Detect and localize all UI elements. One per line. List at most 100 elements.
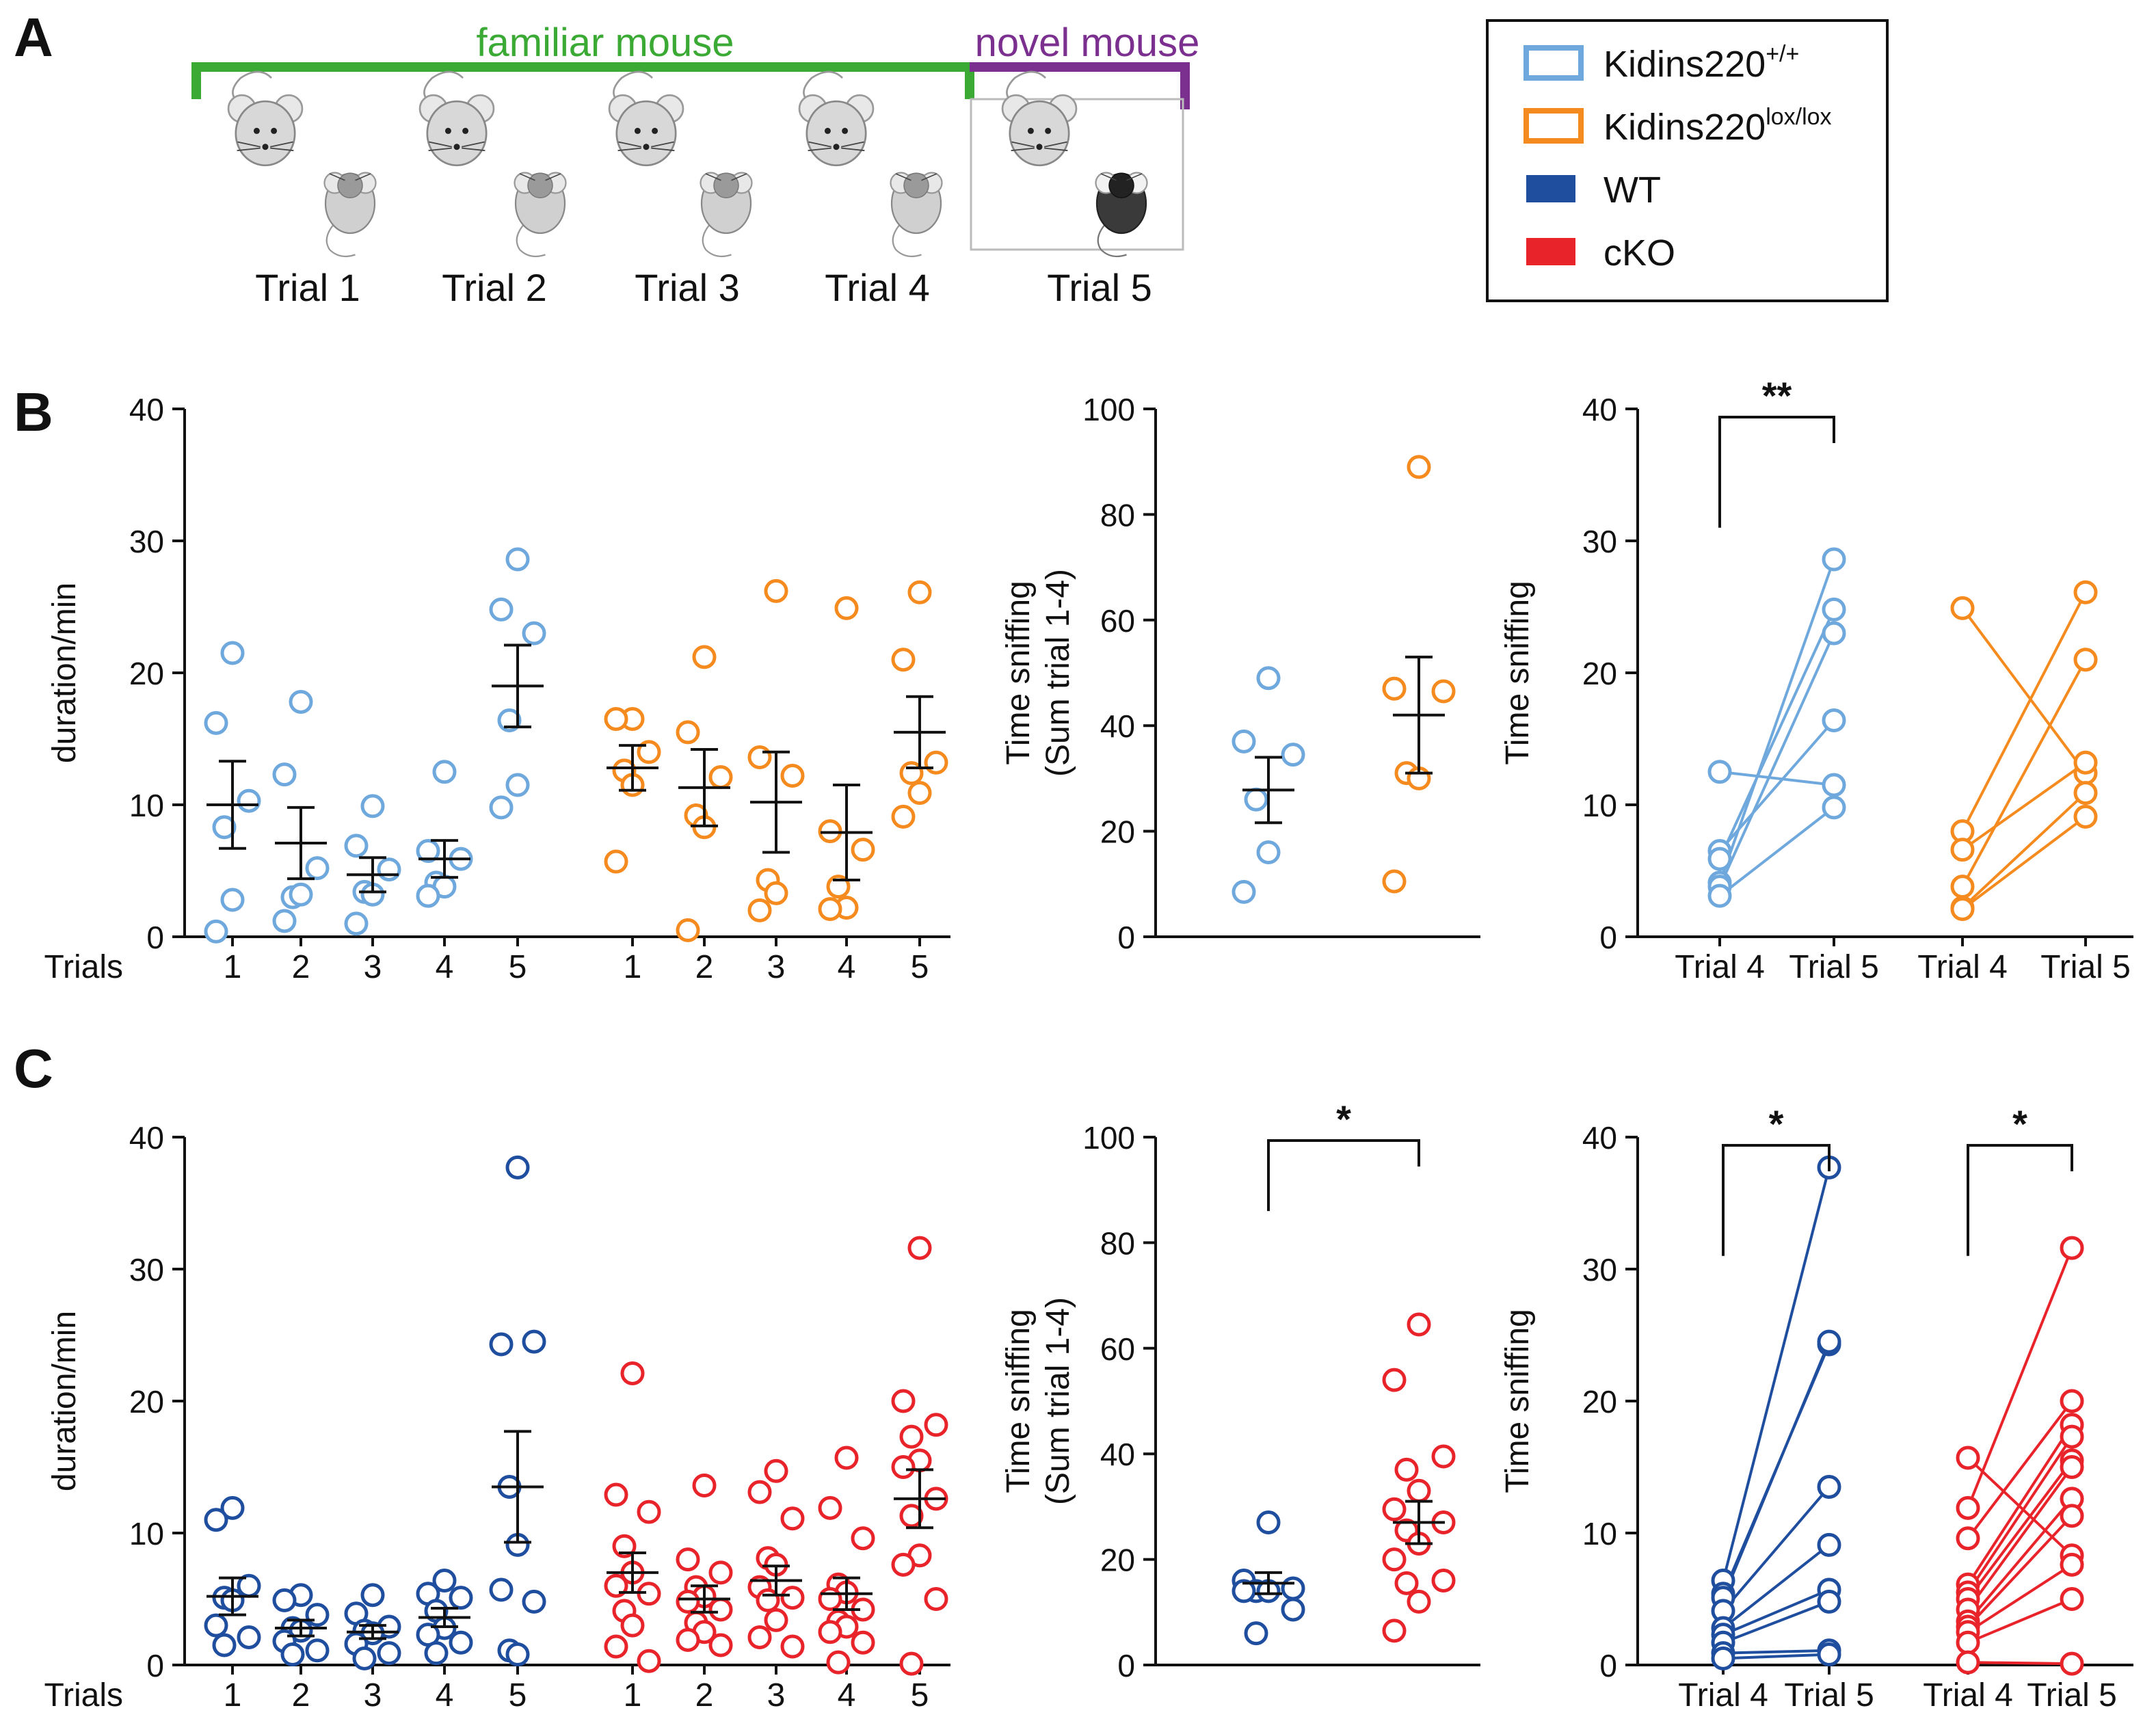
data-point xyxy=(891,804,916,829)
data-point xyxy=(676,1627,700,1652)
mouse-pair-trial3 xyxy=(608,70,753,258)
data-point xyxy=(780,1506,805,1531)
data-point xyxy=(851,1526,875,1551)
data-point xyxy=(676,1589,700,1614)
data-point xyxy=(204,710,228,735)
data-point xyxy=(1822,547,1846,572)
x-tick-label: Trial 4 xyxy=(1923,1677,2013,1714)
significance-label: * xyxy=(1769,1102,1784,1145)
data-point xyxy=(1822,708,1846,732)
data-point xyxy=(1407,455,1431,479)
chart-c2: 0 20 40 60 80 100 Time sniffing (Sum trial 1-4)… xyxy=(1000,1097,1480,1683)
data-point xyxy=(1232,729,1256,754)
data-point xyxy=(1817,1589,1841,1614)
data-point xyxy=(489,1332,514,1357)
legend-swatch xyxy=(1526,238,1575,265)
chart-c3: 0 10 20 30 40 Time sniffing Trial 4 Trial 5 Tria… xyxy=(1500,1102,2133,1714)
data-point xyxy=(1281,743,1305,767)
x-tick-label: 5 xyxy=(911,949,929,985)
y-axis-label: Time sniffing xyxy=(1500,581,1536,764)
data-point xyxy=(505,1155,530,1180)
pair-line xyxy=(1719,770,1835,787)
x-tick-label: 2 xyxy=(292,949,310,985)
data-point xyxy=(1281,1597,1305,1622)
data-point xyxy=(764,1608,788,1632)
y-tick-label: 30 xyxy=(129,524,164,559)
data-point xyxy=(604,1634,628,1659)
data-point xyxy=(692,645,717,669)
pair-line xyxy=(1722,1167,1831,1581)
pair-line xyxy=(1961,658,2087,888)
data-point xyxy=(289,689,313,714)
data-point xyxy=(676,1547,700,1572)
y-tick-label: 40 xyxy=(1100,708,1135,744)
y-tick-label: 0 xyxy=(1117,920,1135,955)
data-point xyxy=(305,856,330,881)
novel-label: novel mouse xyxy=(975,21,1200,65)
series-0 xyxy=(1232,1510,1305,1646)
data-point xyxy=(344,834,369,858)
data-point xyxy=(1407,1478,1431,1503)
data-point xyxy=(377,1641,401,1666)
data-point xyxy=(1707,883,1732,908)
legend-item: WT xyxy=(1526,170,1661,211)
data-point xyxy=(1822,773,1846,797)
series-1 xyxy=(1950,580,2098,921)
data-point xyxy=(708,1633,733,1657)
series-1: 1 2 3 4 5 xyxy=(604,578,948,985)
x-tick-label: 4 xyxy=(838,1677,856,1714)
y-axis-label: Time sniffing (Sum trial 1-4) xyxy=(1000,1297,1076,1505)
data-point xyxy=(2060,1651,2084,1676)
data-point xyxy=(708,764,733,789)
x-tick-label: Trial 5 xyxy=(1784,1677,1874,1714)
y-tick-label: 40 xyxy=(1100,1437,1135,1472)
mouse-novel-icon xyxy=(1095,172,1148,258)
y-tick-label: 40 xyxy=(1582,392,1617,427)
data-point xyxy=(1817,1474,1841,1499)
mouse-pair-trial4 xyxy=(798,70,943,258)
x-tick-label: 5 xyxy=(911,1677,929,1714)
data-point xyxy=(826,1650,851,1675)
data-point xyxy=(1817,1642,1841,1667)
legend: Kidins220+/+ Kidins220lox/lox WT cKO xyxy=(1486,19,1889,302)
x-tick-label: 4 xyxy=(838,949,856,985)
data-point xyxy=(834,1445,859,1470)
data-point xyxy=(1382,1618,1407,1643)
data-point xyxy=(305,1638,330,1663)
series-1 xyxy=(1382,455,1456,894)
data-point xyxy=(1281,1576,1305,1601)
data-point xyxy=(1394,1457,1419,1482)
data-point xyxy=(2073,648,2098,672)
data-point xyxy=(747,1625,772,1649)
x-tick-label: Trial 4 xyxy=(1678,1677,1768,1714)
data-point xyxy=(272,762,297,787)
data-point xyxy=(1950,896,1975,921)
data-point xyxy=(818,1495,842,1520)
mouse-familiar-icon xyxy=(514,172,567,258)
series-0 xyxy=(1711,1155,1841,1670)
data-point xyxy=(505,547,530,572)
pair-line xyxy=(1967,1515,2073,1628)
x-tick-label: 2 xyxy=(292,1677,310,1714)
data-point xyxy=(1382,1497,1407,1521)
data-point xyxy=(1822,597,1846,622)
data-point xyxy=(818,1587,842,1611)
data-point xyxy=(1382,1368,1407,1392)
data-point xyxy=(1382,1547,1407,1572)
data-point xyxy=(891,1455,916,1479)
y-tick-label: 10 xyxy=(1582,788,1617,823)
data-point xyxy=(1956,1630,1980,1655)
data-point xyxy=(416,839,440,864)
data-point xyxy=(505,1642,530,1667)
significance-label: * xyxy=(2012,1102,2027,1145)
data-point xyxy=(497,708,522,732)
y-axis-label: Time sniffing (Sum trial 1-4) xyxy=(1000,569,1076,777)
data-point xyxy=(924,750,948,775)
data-point xyxy=(272,909,297,933)
x-tick-label: 1 xyxy=(624,949,642,985)
y-tick-label: 10 xyxy=(129,788,164,823)
data-point xyxy=(708,1560,733,1585)
data-point xyxy=(899,1504,924,1528)
data-point xyxy=(612,1534,637,1558)
data-point xyxy=(360,1583,385,1608)
